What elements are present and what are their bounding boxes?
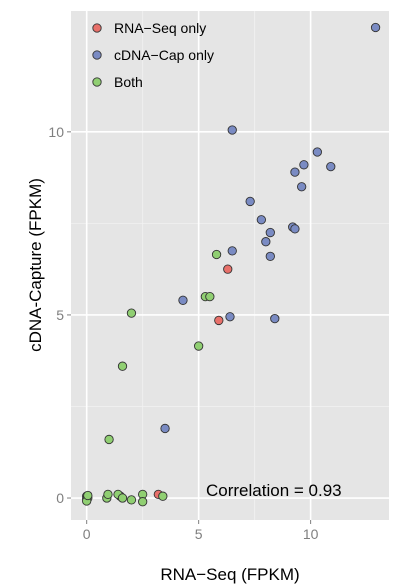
data-point bbox=[370, 22, 381, 33]
y-tick-label: 5 bbox=[56, 307, 64, 323]
data-point bbox=[227, 125, 237, 135]
data-point bbox=[227, 246, 237, 256]
data-point bbox=[261, 237, 271, 247]
x-tick-label: 5 bbox=[195, 526, 203, 542]
x-tick-label: 10 bbox=[303, 526, 319, 542]
data-point bbox=[126, 495, 137, 505]
data-point bbox=[326, 161, 336, 172]
data-point bbox=[211, 249, 222, 260]
legend-marker bbox=[92, 77, 102, 87]
data-point bbox=[245, 196, 255, 207]
data-point bbox=[193, 341, 204, 351]
data-point bbox=[205, 291, 215, 302]
x-axis-title: RNA−Seq (FPKM) bbox=[160, 565, 299, 584]
data-point bbox=[265, 251, 275, 261]
data-point bbox=[270, 313, 280, 324]
data-point bbox=[178, 295, 188, 305]
legend: RNA−Seq only cDNA−Cap only Both bbox=[92, 20, 214, 90]
data-point bbox=[126, 308, 137, 318]
data-point bbox=[297, 182, 307, 192]
x-tick-label: 0 bbox=[83, 526, 91, 542]
data-point bbox=[158, 491, 168, 501]
legend-marker bbox=[92, 23, 102, 33]
data-point bbox=[117, 493, 128, 503]
data-point bbox=[299, 160, 309, 170]
data-point bbox=[256, 215, 267, 225]
legend-marker bbox=[92, 50, 102, 60]
legend-label: cDNA−Cap only bbox=[114, 47, 214, 63]
data-point bbox=[104, 434, 114, 445]
data-point bbox=[223, 264, 233, 274]
data-point bbox=[160, 423, 170, 434]
correlation-annotation: Correlation = 0.93 bbox=[206, 481, 342, 500]
y-tick-label: 10 bbox=[48, 124, 64, 140]
data-point bbox=[214, 315, 224, 326]
data-point bbox=[265, 227, 275, 238]
data-point bbox=[117, 361, 128, 371]
data-point bbox=[83, 490, 93, 501]
data-points bbox=[82, 22, 381, 507]
data-point bbox=[290, 167, 300, 177]
axes: 0 5 10 0 5 10 bbox=[48, 124, 318, 542]
y-tick-label: 0 bbox=[56, 490, 64, 506]
legend-label: Both bbox=[114, 74, 143, 90]
legend-label: RNA−Seq only bbox=[114, 20, 206, 36]
data-point bbox=[225, 312, 235, 322]
data-point bbox=[103, 489, 113, 500]
y-axis-title: cDNA-Capture (FPKM) bbox=[26, 178, 45, 352]
data-point bbox=[290, 224, 300, 234]
data-point bbox=[312, 147, 322, 157]
data-point bbox=[138, 497, 148, 507]
